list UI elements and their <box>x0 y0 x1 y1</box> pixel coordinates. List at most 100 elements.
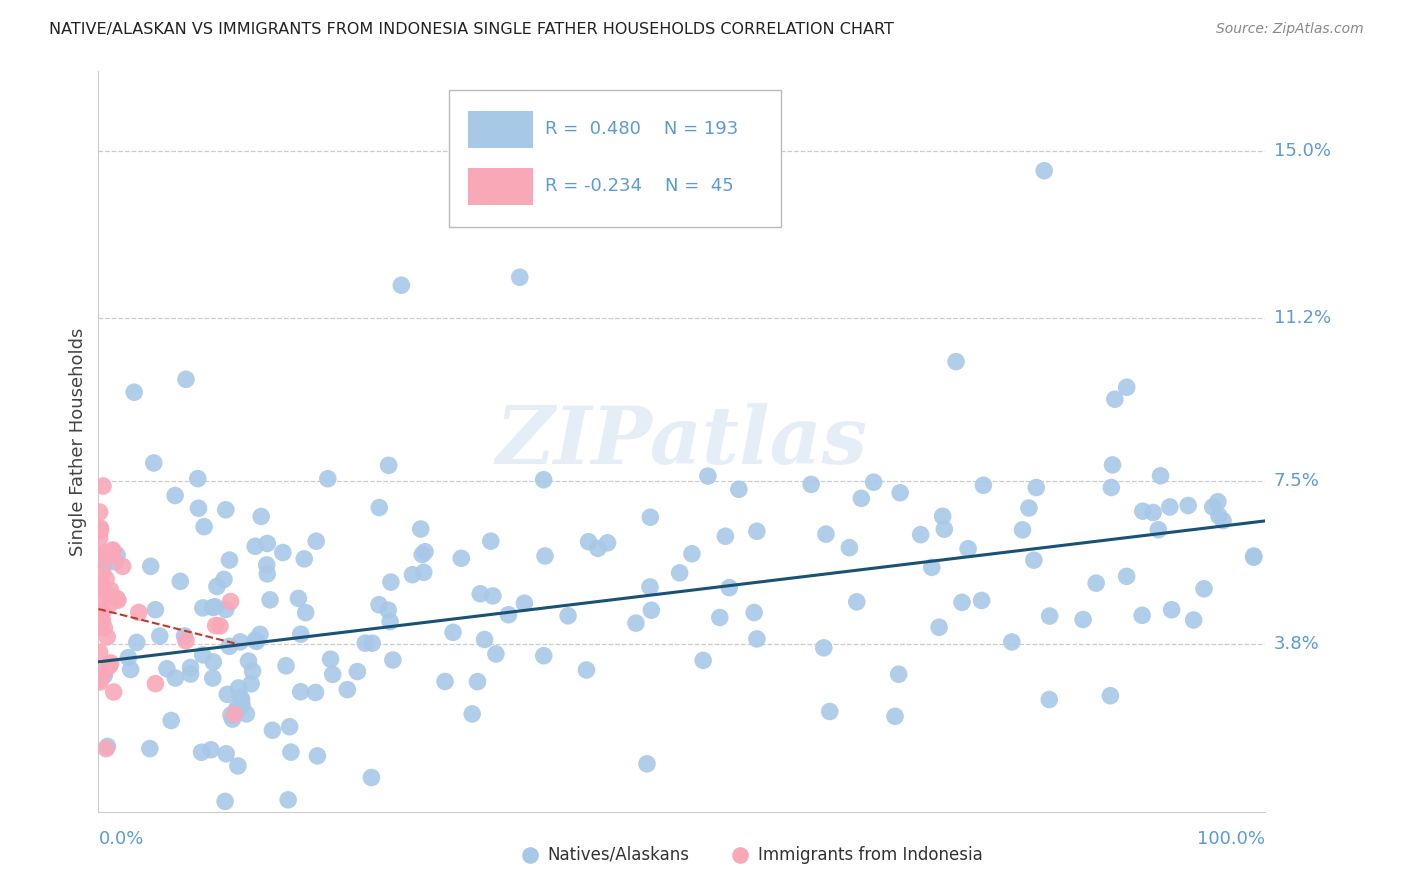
Point <box>1025 481 1047 495</box>
Point <box>718 581 741 595</box>
Point <box>93 621 115 635</box>
Point <box>89 574 111 589</box>
Point <box>1101 458 1123 472</box>
Point <box>231 698 253 712</box>
Point <box>498 607 520 622</box>
Point <box>156 662 179 676</box>
Point <box>889 485 911 500</box>
Point <box>336 682 359 697</box>
Point <box>122 385 145 400</box>
Point <box>409 522 432 536</box>
Point <box>90 588 112 602</box>
Point <box>98 659 121 673</box>
Point <box>149 629 172 643</box>
Point <box>1202 500 1225 514</box>
Point <box>1115 380 1137 394</box>
Point <box>111 559 134 574</box>
Point <box>957 541 980 556</box>
Point <box>1018 501 1040 516</box>
Point <box>578 534 600 549</box>
Point <box>94 545 117 559</box>
Point <box>460 202 482 217</box>
Point <box>412 566 434 580</box>
Text: 100.0%: 100.0% <box>1198 830 1265 848</box>
Point <box>1071 613 1094 627</box>
Point <box>96 739 118 754</box>
Point <box>89 672 111 686</box>
Point <box>434 674 457 689</box>
Point <box>534 549 557 563</box>
Point <box>187 501 209 516</box>
Point <box>1085 576 1108 591</box>
Point <box>921 560 943 574</box>
Point <box>1149 468 1171 483</box>
Point <box>218 640 240 654</box>
Point <box>214 794 236 808</box>
Point <box>638 580 661 594</box>
Point <box>742 606 765 620</box>
Point <box>218 553 240 567</box>
Point <box>215 503 238 517</box>
Point <box>125 635 148 649</box>
Point <box>346 665 368 679</box>
Point <box>90 615 112 629</box>
Point <box>970 593 993 607</box>
Point <box>814 527 837 541</box>
Point <box>681 547 703 561</box>
Point <box>474 632 496 647</box>
Text: R = -0.234    N =  45: R = -0.234 N = 45 <box>546 178 734 195</box>
Text: 7.5%: 7.5% <box>1274 472 1320 491</box>
Point <box>101 543 124 558</box>
Point <box>93 557 115 571</box>
Point <box>1099 481 1122 495</box>
Point <box>1104 392 1126 407</box>
Point <box>235 706 257 721</box>
Text: 15.0%: 15.0% <box>1274 142 1330 160</box>
Point <box>204 618 226 632</box>
Point <box>533 473 555 487</box>
Point <box>97 599 120 613</box>
Point <box>411 548 433 562</box>
Point <box>180 660 202 674</box>
Point <box>100 656 122 670</box>
Point <box>200 743 222 757</box>
Point <box>225 701 247 715</box>
Point <box>215 602 238 616</box>
Point <box>104 555 127 569</box>
Point <box>441 625 464 640</box>
Point <box>187 472 209 486</box>
Point <box>714 529 737 543</box>
Point <box>205 579 228 593</box>
Point <box>596 536 619 550</box>
Point <box>1159 500 1181 514</box>
Point <box>668 566 690 580</box>
Point <box>1011 523 1033 537</box>
Point <box>294 606 316 620</box>
Point <box>90 524 112 538</box>
Point <box>165 671 187 685</box>
Point <box>256 566 278 581</box>
Point <box>1243 550 1265 565</box>
Point <box>586 541 609 556</box>
Text: ZIPatlas: ZIPatlas <box>496 403 868 480</box>
Point <box>1160 603 1182 617</box>
Point <box>128 606 150 620</box>
Point <box>1212 514 1234 528</box>
Text: Source: ZipAtlas.com: Source: ZipAtlas.com <box>1216 22 1364 37</box>
Point <box>202 655 225 669</box>
Point <box>380 575 402 590</box>
Point <box>319 652 342 666</box>
Point <box>461 706 484 721</box>
Text: Natives/Alaskans: Natives/Alaskans <box>548 846 690 863</box>
Point <box>1022 553 1045 567</box>
Point <box>201 600 224 615</box>
Point <box>513 596 536 610</box>
Point <box>94 663 117 677</box>
Point <box>100 583 122 598</box>
Point <box>1099 689 1122 703</box>
Point <box>277 793 299 807</box>
Point <box>401 567 423 582</box>
Point <box>91 564 114 578</box>
Point <box>229 690 252 704</box>
Point <box>259 592 281 607</box>
